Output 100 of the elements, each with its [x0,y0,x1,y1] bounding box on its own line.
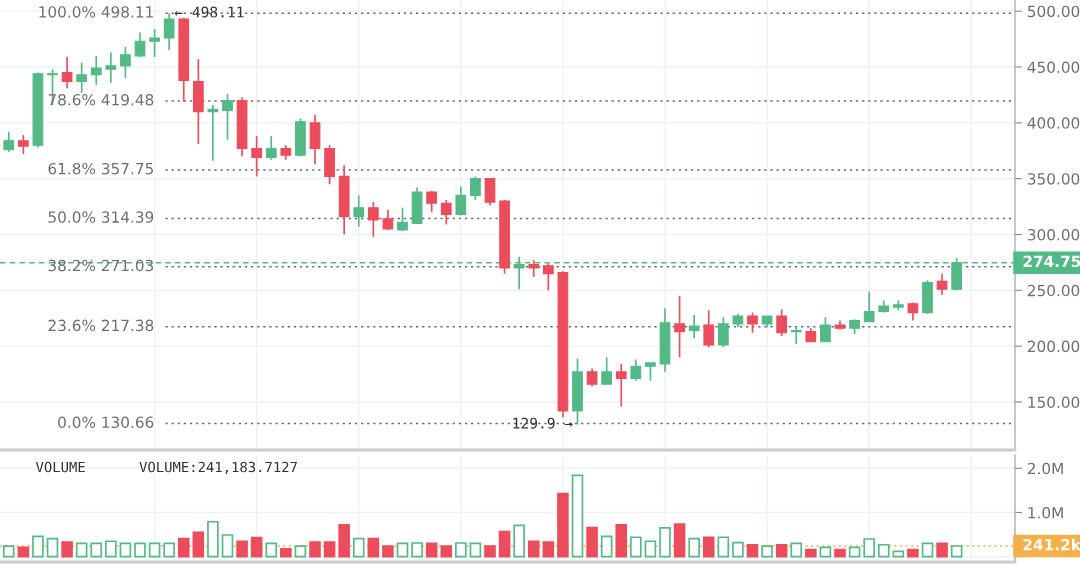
candlestick [863,290,875,323]
bar [950,545,963,558]
bar [834,548,846,558]
bar [907,548,919,558]
ref-line-label: 50.0% 314.39 [48,211,154,223]
bar [425,542,438,558]
annotation: VOLUME:241,183.7127 [139,461,297,474]
bar [440,545,453,558]
bar [32,535,44,558]
candlestick [703,309,715,349]
candlestick [251,135,263,178]
bar [411,542,423,558]
bar [17,546,30,558]
bar [75,542,88,558]
bar [265,542,278,558]
bar [338,524,350,558]
bar [280,547,292,558]
bar [455,542,467,558]
ref-line-label: 0.0% 130.66 [58,416,154,429]
bar [498,530,511,558]
bar [250,536,263,558]
bar [659,527,671,558]
candlestick [630,358,642,382]
bar [630,536,642,558]
bar [527,540,540,558]
y-tick-label: 300.00 [1027,228,1080,241]
bar [163,542,175,558]
bar [382,545,394,558]
candlestick [615,363,627,408]
candlestick [3,130,15,153]
bar [805,548,817,558]
candlestick [542,262,554,292]
y-tick-label: 350.00 [1027,173,1080,185]
candlestick [688,314,700,340]
y-tick-label: 250.00 [1027,284,1080,297]
ref-line-label: 23.6% 217.38 [48,319,154,332]
bar [746,543,759,558]
bar [542,541,555,558]
bar [571,474,584,558]
bar [761,545,773,558]
annotation: 129.9 → [513,417,573,429]
bar [469,542,482,558]
candlestick [207,104,219,162]
bar [863,538,875,558]
bar [148,542,161,558]
bar [484,545,496,558]
y-tick-label: 150.00 [1028,396,1080,409]
bar [877,543,890,558]
bar [775,543,788,558]
bar [207,520,219,558]
bar [892,550,905,558]
candlestick [936,272,948,296]
ref-line-label: 61.8% 357.75 [48,162,153,175]
bar [236,540,248,558]
bar [819,546,832,558]
candlestick [353,194,365,228]
y-tick-label: 200.00 [1027,340,1080,353]
bar [352,537,365,558]
bar [557,492,569,558]
y-tick-label: 1.0M [1028,506,1063,519]
bar [615,524,628,558]
bar [396,542,409,558]
candlestick [470,175,481,201]
bar [105,540,117,558]
candlestick [105,51,117,84]
candlestick [790,326,802,345]
candlestick [601,356,613,385]
bar [309,541,321,558]
bar [192,531,205,558]
candlestick [17,134,29,155]
bar [134,542,146,558]
candlestick [484,177,496,207]
y-tick-label: 450.00 [1027,61,1080,74]
bar [921,542,934,558]
candlestick [163,12,175,52]
candlestick [717,316,729,349]
bar [513,524,525,558]
bar [46,537,59,558]
candlestick [76,61,88,94]
bar [323,541,336,558]
candlestick [149,28,160,58]
bar [848,546,861,558]
bar [600,535,613,558]
bar [119,542,132,558]
ref-line-label: 274.75 [1023,255,1080,268]
bar [61,541,73,558]
candlestick [776,308,788,337]
candlestick [222,92,233,141]
bar [732,541,744,558]
bar [644,540,657,558]
bar [221,534,234,558]
y-tick-label: 2.0M [1027,462,1063,475]
bar [717,536,730,558]
y-tick-label: 400.00 [1027,117,1080,129]
bar [2,545,15,558]
bar [702,536,715,558]
chart-title: VOLUME [35,461,85,473]
bar [367,537,380,558]
candlestick [120,46,131,79]
candlestick [90,54,102,86]
